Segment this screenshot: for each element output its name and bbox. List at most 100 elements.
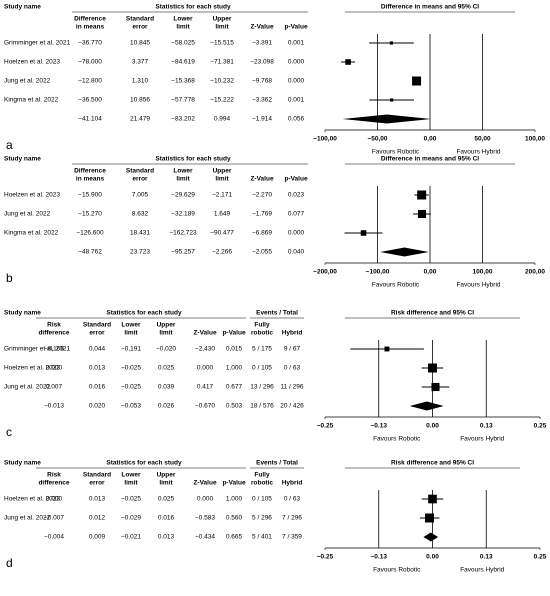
stat-cell: −3.362 <box>252 97 272 104</box>
stat-cell: 1.000 <box>226 496 243 503</box>
x-tick-label: 100,00 <box>525 136 545 143</box>
point-estimate <box>389 41 393 45</box>
stat-cell: −48.762 <box>78 249 102 256</box>
stat-cell: 0.000 <box>197 365 214 372</box>
stat-cell: 0,044 <box>89 346 106 353</box>
stat-cell: −6.869 <box>252 230 272 237</box>
stat-cell: 0,015 <box>226 346 243 353</box>
stat-cell: 7.005 <box>132 192 149 199</box>
column-header: limit <box>176 176 190 183</box>
stat-cell: −2.266 <box>212 249 232 256</box>
stat-cell: 3.377 <box>132 59 149 66</box>
stat-cell: −57.778 <box>171 97 195 104</box>
point-estimate <box>431 382 440 392</box>
x-tick-label: 0.00 <box>426 423 439 430</box>
stats-header: Statistics for each study <box>155 4 231 11</box>
events-cell: 20 / 426 <box>280 403 304 410</box>
stat-cell: 0.000 <box>46 365 63 372</box>
events-cell: 11 / 296 <box>280 384 303 391</box>
column-header: Difference <box>74 168 106 175</box>
summary-diamond <box>423 532 439 542</box>
stat-cell: −0.021 <box>121 534 141 541</box>
plot-title: Difference in means and 95% CI <box>381 4 479 11</box>
column-header: limit <box>215 176 229 183</box>
events-cell: 7 / 296 <box>282 515 302 522</box>
point-estimate <box>412 76 422 86</box>
stat-cell: 0.001 <box>288 40 305 47</box>
stat-cell: 8.632 <box>132 211 149 218</box>
column-header: p-Value <box>222 330 246 337</box>
column-header: error <box>132 24 148 31</box>
stat-cell: −0.670 <box>195 403 215 410</box>
stat-cell: −23.098 <box>250 59 274 66</box>
stat-cell: −9.768 <box>252 78 272 85</box>
stat-cell: 0.056 <box>288 116 305 123</box>
column-header: error <box>89 330 105 337</box>
study-name: Grimminger et al. 2021 <box>4 346 70 353</box>
stat-cell: −162.723 <box>169 230 197 237</box>
x-tick-label: 0.25 <box>534 423 547 430</box>
column-header: limit <box>159 480 173 487</box>
favours-left: Favours Robotic <box>372 282 420 289</box>
stat-cell: 0.077 <box>288 211 305 218</box>
x-tick-label: 100,00 <box>473 269 493 276</box>
stat-cell: 1.000 <box>226 365 243 372</box>
stat-cell: 0.016 <box>89 384 106 391</box>
column-header: Upper <box>157 322 176 329</box>
column-header: Standard <box>83 322 111 329</box>
stat-cell: 0.000 <box>288 78 305 85</box>
stat-cell: 1.649 <box>214 211 231 218</box>
stat-cell: −41.104 <box>78 116 102 123</box>
column-header: in means <box>76 176 105 183</box>
stat-cell: 18.431 <box>130 230 150 237</box>
stat-cell: −0.025 <box>121 384 141 391</box>
point-estimate <box>417 190 427 200</box>
x-tick-label: −0.25 <box>317 423 334 430</box>
column-header: error <box>132 176 148 183</box>
stat-cell: −0.025 <box>121 365 141 372</box>
stat-cell: −29.629 <box>171 192 195 199</box>
stat-cell: −10.232 <box>210 78 234 85</box>
column-header: Upper <box>213 16 232 23</box>
column-header: Standard <box>126 168 154 175</box>
column-header: Lower <box>173 16 193 23</box>
column-header: Standard <box>83 472 111 479</box>
column-header: limit <box>176 24 190 31</box>
study-name: Kingma et al. 2022 <box>4 97 59 104</box>
study-header: Study name <box>4 156 41 163</box>
panel-label: c <box>6 425 12 439</box>
stat-cell: 0.000 <box>288 230 305 237</box>
summary-diamond <box>379 247 429 257</box>
stat-cell: −58.025 <box>171 40 195 47</box>
column-header: Fully <box>254 322 270 329</box>
events-cell: 13 / 296 <box>250 384 274 391</box>
stat-cell: 0.000 <box>197 496 214 503</box>
stat-cell: −36.500 <box>78 97 102 104</box>
stat-cell: 10.856 <box>130 97 150 104</box>
column-header: Upper <box>213 168 232 175</box>
column-header: Hybrid <box>282 480 303 487</box>
stat-cell: −0,191 <box>121 346 141 353</box>
favours-left: Favours Robotic <box>372 149 420 156</box>
favours-right: Favours Hybrid <box>460 567 504 574</box>
column-header: Hybrid <box>282 330 303 337</box>
study-name: Kingma et al. 2022 <box>4 230 59 237</box>
study-name: Hoelzen et al. 2023 <box>4 59 60 66</box>
stat-cell: 0.012 <box>89 515 106 522</box>
point-estimate <box>360 230 367 236</box>
stat-cell: 0.020 <box>89 403 106 410</box>
column-header: Risk <box>47 472 61 479</box>
point-estimate <box>428 494 437 504</box>
point-estimate <box>384 346 390 352</box>
stat-cell: −71.381 <box>210 59 234 66</box>
column-header: limit <box>124 480 138 487</box>
column-header: difference <box>38 330 69 337</box>
x-tick-label: −50,00 <box>367 136 387 143</box>
stat-cell: −3.391 <box>252 40 272 47</box>
plot-title: Risk difference and 95% CI <box>391 460 474 467</box>
column-header: limit <box>124 330 138 337</box>
stat-cell: 0.001 <box>288 97 305 104</box>
column-header: Lower <box>173 168 193 175</box>
stat-cell: 0.025 <box>158 496 175 503</box>
column-header: robotic <box>251 480 273 487</box>
